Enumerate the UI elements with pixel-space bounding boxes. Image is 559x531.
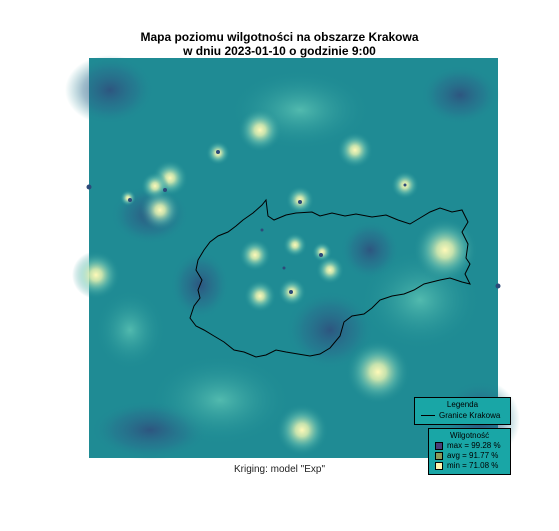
humidity-legend-title: Wilgotność	[449, 431, 490, 440]
sensor-points	[86, 150, 501, 294]
max-swatch	[435, 441, 443, 450]
light-zones	[95, 70, 480, 445]
krakow-boundary-line	[189, 198, 471, 358]
boundary-label: Granice Krakowa	[439, 411, 501, 420]
legend-boundary-row: Granice Krakowa	[421, 411, 510, 420]
legend-max-row: max = 99.28 %	[435, 441, 510, 450]
avg-label: avg = 91.77 %	[447, 451, 499, 460]
avg-swatch	[435, 451, 443, 460]
legend-box: Legenda Granice Krakowa	[414, 397, 511, 425]
map-title: Mapa poziomu wilgotności na obszarze Kra…	[140, 30, 419, 44]
max-label: max = 99.28 %	[447, 441, 501, 450]
min-label: min = 71.08 %	[447, 461, 499, 470]
map-subtitle: w dniu 2023-01-10 o godzinie 9:00	[183, 44, 376, 58]
humidity-legend-box: Wilgotność max = 99.28 % avg = 91.77 % m…	[428, 428, 511, 475]
legend-title: Legenda	[446, 400, 479, 409]
min-swatch	[435, 461, 443, 470]
hotspots	[72, 108, 477, 456]
kriging-caption: Kriging: model "Exp"	[233, 464, 326, 475]
legend-avg-row: avg = 91.77 %	[435, 451, 510, 460]
boundary-line-swatch	[421, 415, 435, 416]
legend-min-row: min = 71.08 %	[435, 461, 510, 470]
